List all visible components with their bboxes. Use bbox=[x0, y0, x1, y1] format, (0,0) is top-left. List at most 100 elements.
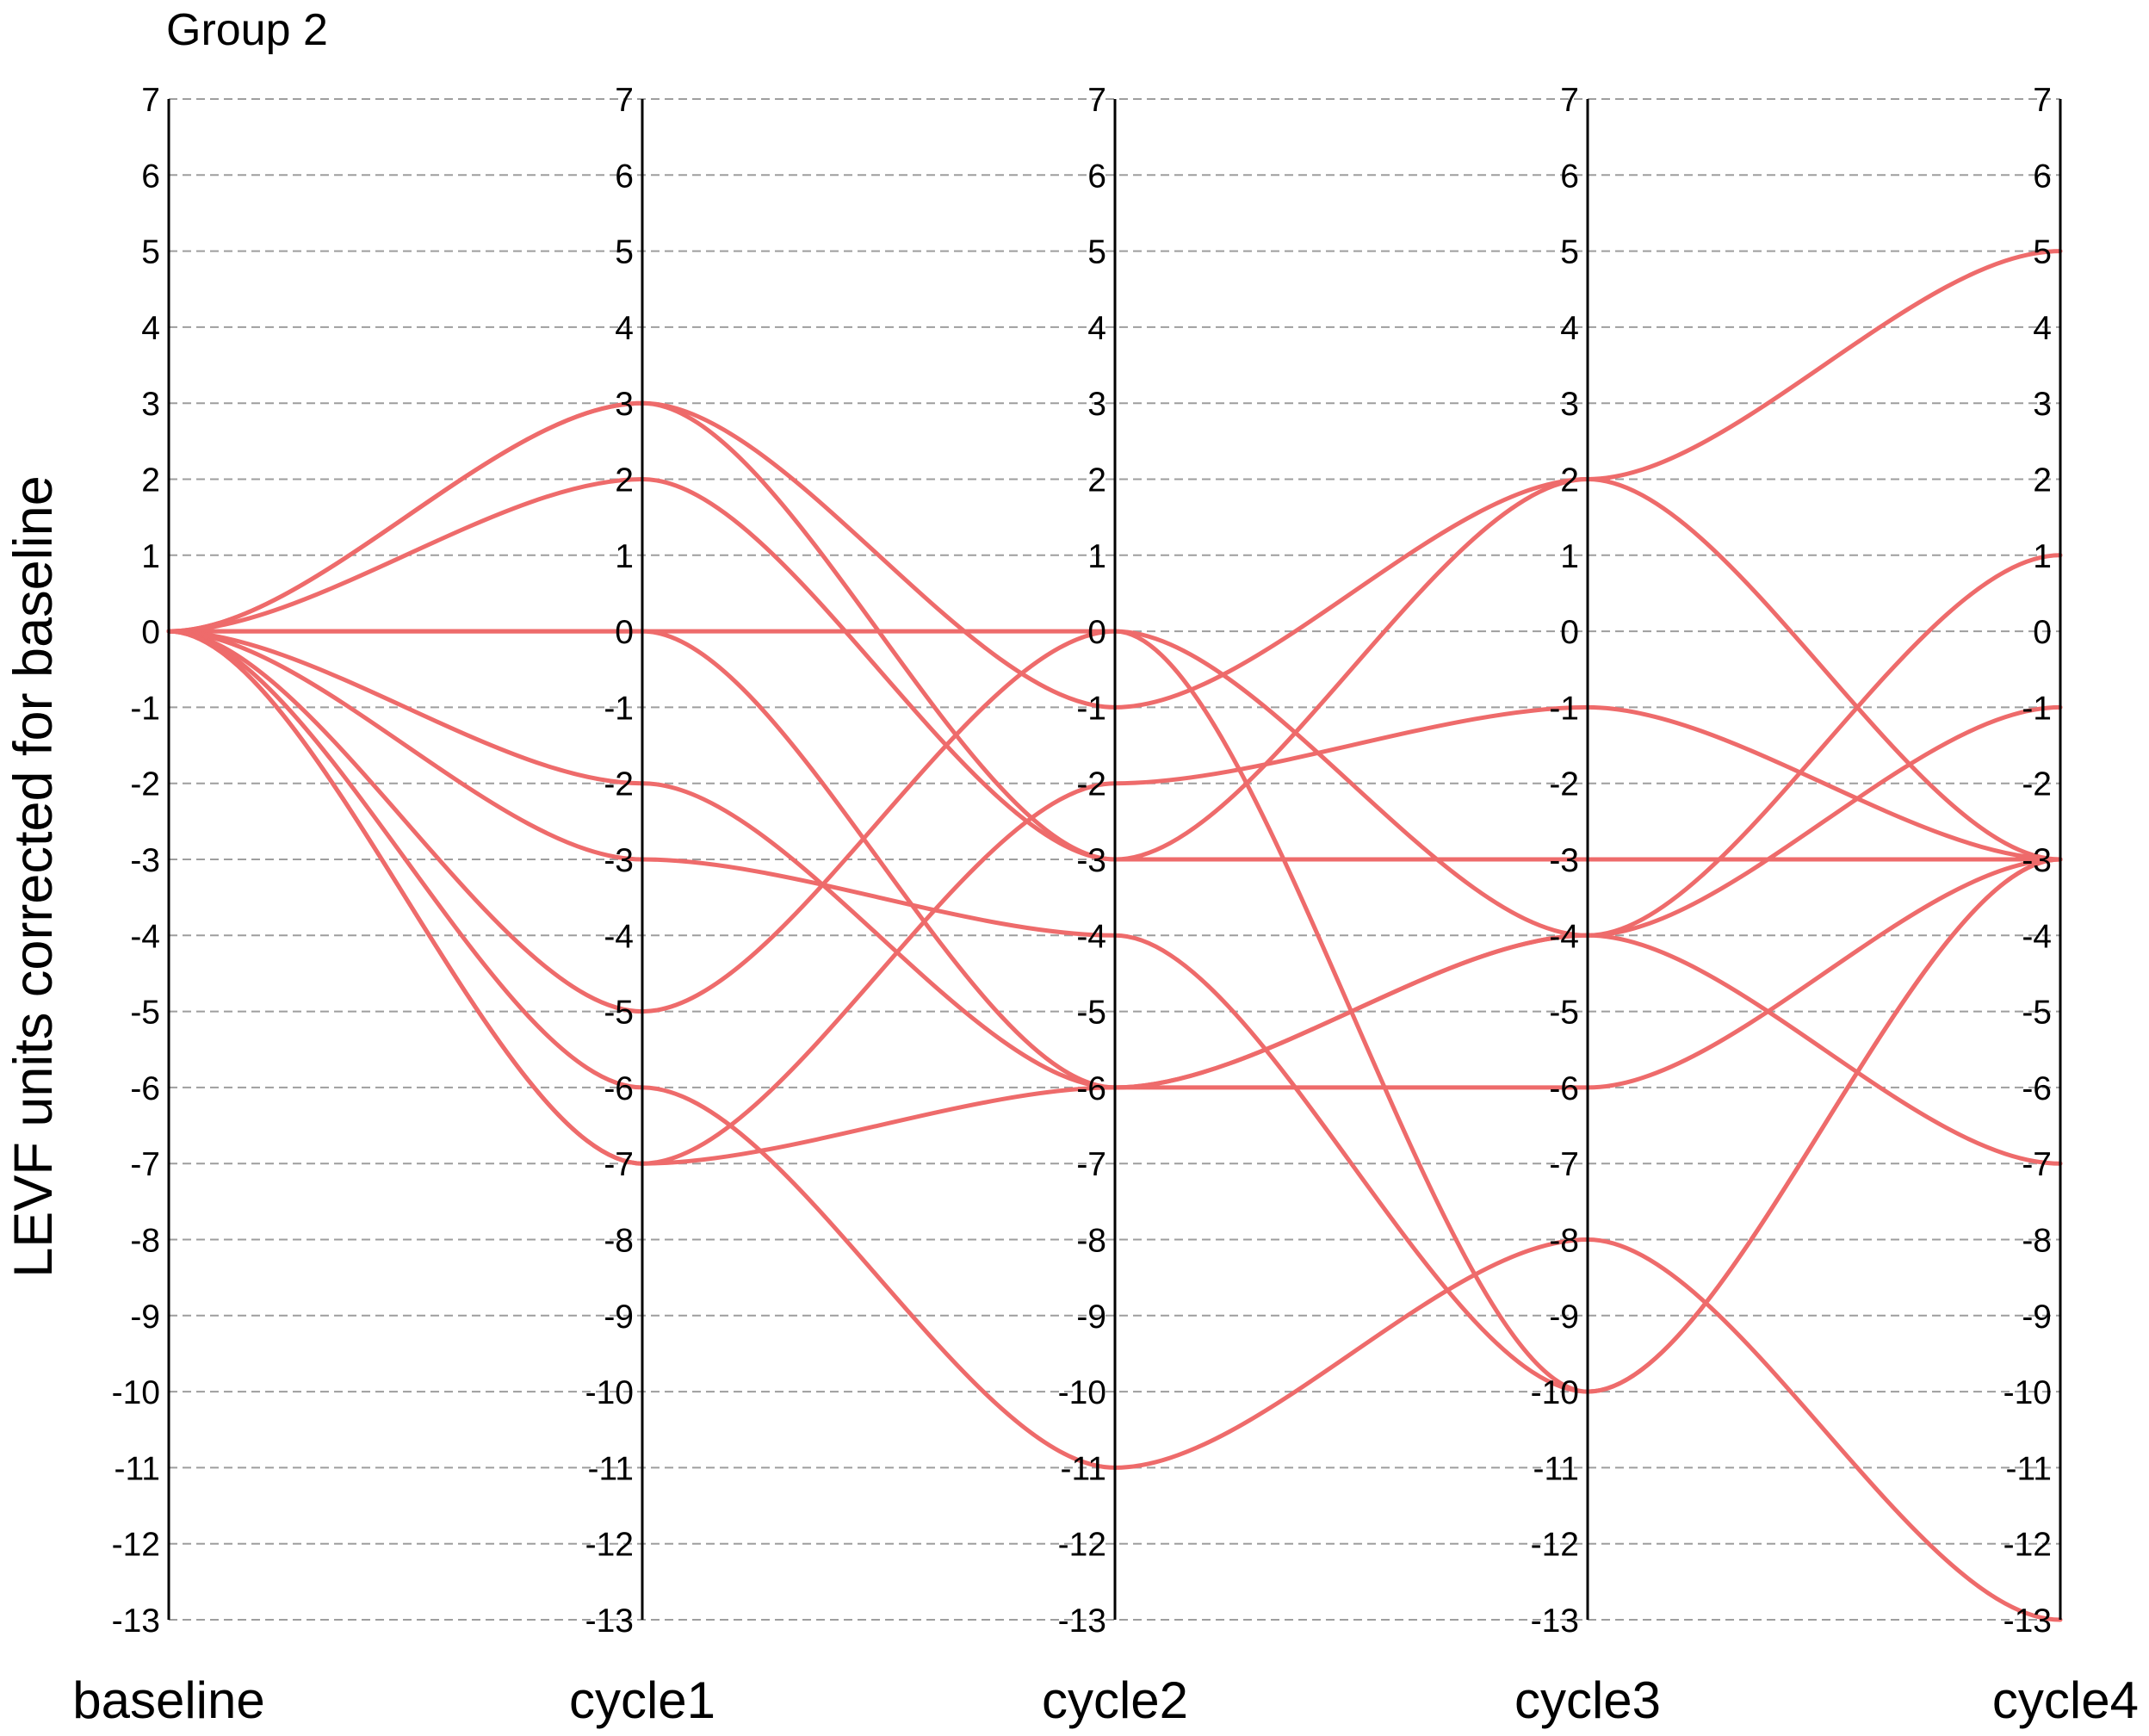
vertical-axes bbox=[167, 99, 2062, 1620]
tick-label-cycle1-7: 7 bbox=[615, 82, 634, 119]
tick-label-cycle1-4: 4 bbox=[615, 310, 634, 347]
tick-label-baseline--7: -7 bbox=[130, 1146, 160, 1183]
tick-label-baseline-5: 5 bbox=[141, 234, 160, 271]
tick-label-cycle1--6: -6 bbox=[604, 1070, 634, 1107]
tick-label-cycle2--12: -12 bbox=[1058, 1527, 1106, 1564]
tick-label-cycle4-3: 3 bbox=[2033, 386, 2052, 423]
tick-label-baseline--2: -2 bbox=[130, 766, 160, 803]
tick-label-cycle4-4: 4 bbox=[2033, 310, 2052, 347]
tick-label-cycle3-6: 6 bbox=[1560, 158, 1579, 195]
tick-label-cycle3--4: -4 bbox=[1549, 918, 1579, 955]
tick-label-cycle2-4: 4 bbox=[1087, 310, 1106, 347]
tick-label-cycle1--12: -12 bbox=[585, 1527, 634, 1564]
tick-label-baseline--13: -13 bbox=[112, 1603, 160, 1640]
tick-label-cycle2-1: 1 bbox=[1087, 538, 1106, 575]
tick-label-cycle3-4: 4 bbox=[1560, 310, 1579, 347]
tick-label-cycle4--9: -9 bbox=[2022, 1299, 2052, 1336]
tick-labels: 76543210-1-2-3-4-5-6-7-8-9-10-11-12-1376… bbox=[112, 82, 2052, 1640]
grid-lines bbox=[169, 98, 2060, 1621]
tick-label-baseline-6: 6 bbox=[141, 158, 160, 195]
tick-label-baseline--10: -10 bbox=[112, 1374, 160, 1411]
tick-label-cycle4--12: -12 bbox=[2003, 1527, 2052, 1564]
tick-label-cycle2-2: 2 bbox=[1087, 462, 1106, 499]
tick-label-cycle3--8: -8 bbox=[1549, 1223, 1579, 1260]
tick-label-cycle1--9: -9 bbox=[604, 1299, 634, 1336]
tick-label-cycle3--10: -10 bbox=[1531, 1374, 1579, 1411]
tick-label-cycle3-5: 5 bbox=[1560, 234, 1579, 271]
tick-label-cycle4--8: -8 bbox=[2022, 1223, 2052, 1260]
tick-label-cycle1--4: -4 bbox=[604, 918, 634, 955]
tick-label-cycle4-6: 6 bbox=[2033, 158, 2052, 195]
tick-label-cycle4--2: -2 bbox=[2022, 766, 2052, 803]
tick-label-cycle3--5: -5 bbox=[1549, 995, 1579, 1032]
tick-label-cycle3--11: -11 bbox=[1533, 1450, 1579, 1487]
tick-label-cycle2--9: -9 bbox=[1076, 1299, 1106, 1336]
tick-label-cycle2--13: -13 bbox=[1058, 1603, 1106, 1640]
tick-label-cycle2-0: 0 bbox=[1087, 614, 1106, 651]
tick-label-cycle3--12: -12 bbox=[1531, 1527, 1579, 1564]
series-line-9 bbox=[166, 629, 2063, 1622]
tick-label-cycle1--8: -8 bbox=[604, 1223, 634, 1260]
series-line-8 bbox=[166, 629, 2063, 1394]
tick-label-cycle4--4: -4 bbox=[2022, 918, 2052, 955]
tick-label-cycle1-0: 0 bbox=[615, 614, 634, 651]
tick-label-cycle1--3: -3 bbox=[604, 842, 634, 879]
tick-label-cycle1-3: 3 bbox=[615, 386, 634, 423]
category-label-cycle2: cycle2 bbox=[1042, 1671, 1188, 1729]
tick-label-baseline--12: -12 bbox=[112, 1527, 160, 1564]
y-axis-label: LEVF units corrected for baseline bbox=[3, 475, 64, 1277]
tick-label-baseline--9: -9 bbox=[130, 1299, 160, 1336]
tick-label-cycle4--10: -10 bbox=[2003, 1374, 2052, 1411]
tick-label-baseline--8: -8 bbox=[130, 1223, 160, 1260]
tick-label-cycle4--11: -11 bbox=[2006, 1450, 2052, 1487]
tick-label-cycle3-0: 0 bbox=[1560, 614, 1579, 651]
tick-label-cycle1-6: 6 bbox=[615, 158, 634, 195]
tick-label-cycle3-2: 2 bbox=[1560, 462, 1579, 499]
tick-label-cycle4--13: -13 bbox=[2003, 1603, 2052, 1640]
tick-label-cycle2--8: -8 bbox=[1076, 1223, 1106, 1260]
chart-title: Group 2 bbox=[166, 5, 328, 55]
category-label-cycle3: cycle3 bbox=[1514, 1671, 1661, 1729]
tick-label-cycle4--7: -7 bbox=[2022, 1146, 2052, 1183]
tick-label-baseline--4: -4 bbox=[130, 918, 160, 955]
tick-label-cycle4--5: -5 bbox=[2022, 995, 2052, 1032]
tick-label-cycle1--10: -10 bbox=[585, 1374, 634, 1411]
tick-label-cycle4-5: 5 bbox=[2033, 234, 2052, 271]
tick-label-cycle1--1: -1 bbox=[604, 690, 634, 727]
tick-label-cycle4-2: 2 bbox=[2033, 462, 2052, 499]
series-line-11 bbox=[166, 629, 2063, 1166]
category-labels: baseline cycle1 cycle2 cycle3 cycle4 bbox=[72, 1671, 2139, 1729]
tick-label-baseline-7: 7 bbox=[141, 82, 160, 119]
tick-label-baseline--5: -5 bbox=[130, 995, 160, 1032]
tick-label-cycle2-6: 6 bbox=[1087, 158, 1106, 195]
tick-label-cycle2--5: -5 bbox=[1076, 995, 1106, 1032]
tick-label-cycle3-3: 3 bbox=[1560, 386, 1579, 423]
tick-label-cycle2-3: 3 bbox=[1087, 386, 1106, 423]
series-line-3 bbox=[166, 477, 2063, 862]
tick-label-cycle1--13: -13 bbox=[585, 1603, 634, 1640]
tick-label-cycle2-5: 5 bbox=[1087, 234, 1106, 271]
tick-label-cycle1-5: 5 bbox=[615, 234, 634, 271]
tick-label-cycle3-1: 1 bbox=[1560, 538, 1579, 575]
tick-label-cycle2--1: -1 bbox=[1076, 690, 1106, 727]
tick-label-baseline--6: -6 bbox=[130, 1070, 160, 1107]
tick-label-baseline-2: 2 bbox=[141, 462, 160, 499]
tick-label-cycle3--9: -9 bbox=[1549, 1299, 1579, 1336]
tick-label-cycle3--13: -13 bbox=[1531, 1603, 1579, 1640]
tick-label-baseline--1: -1 bbox=[130, 690, 160, 727]
tick-label-cycle4--1: -1 bbox=[2022, 690, 2052, 727]
tick-label-cycle2--7: -7 bbox=[1076, 1146, 1106, 1183]
tick-label-cycle3--6: -6 bbox=[1549, 1070, 1579, 1107]
tick-label-cycle1--5: -5 bbox=[604, 995, 634, 1032]
tick-label-cycle3--2: -2 bbox=[1549, 766, 1579, 803]
tick-label-baseline-1: 1 bbox=[141, 538, 160, 575]
tick-label-cycle4--6: -6 bbox=[2022, 1070, 2052, 1107]
tick-label-cycle1-2: 2 bbox=[615, 462, 634, 499]
tick-label-cycle4--3: -3 bbox=[2022, 842, 2052, 879]
category-label-cycle4: cycle4 bbox=[1992, 1671, 2139, 1729]
tick-label-baseline-0: 0 bbox=[141, 614, 160, 651]
tick-label-cycle2-7: 7 bbox=[1087, 82, 1106, 119]
tick-label-cycle1--2: -2 bbox=[604, 766, 634, 803]
tick-label-cycle3--7: -7 bbox=[1549, 1146, 1579, 1183]
